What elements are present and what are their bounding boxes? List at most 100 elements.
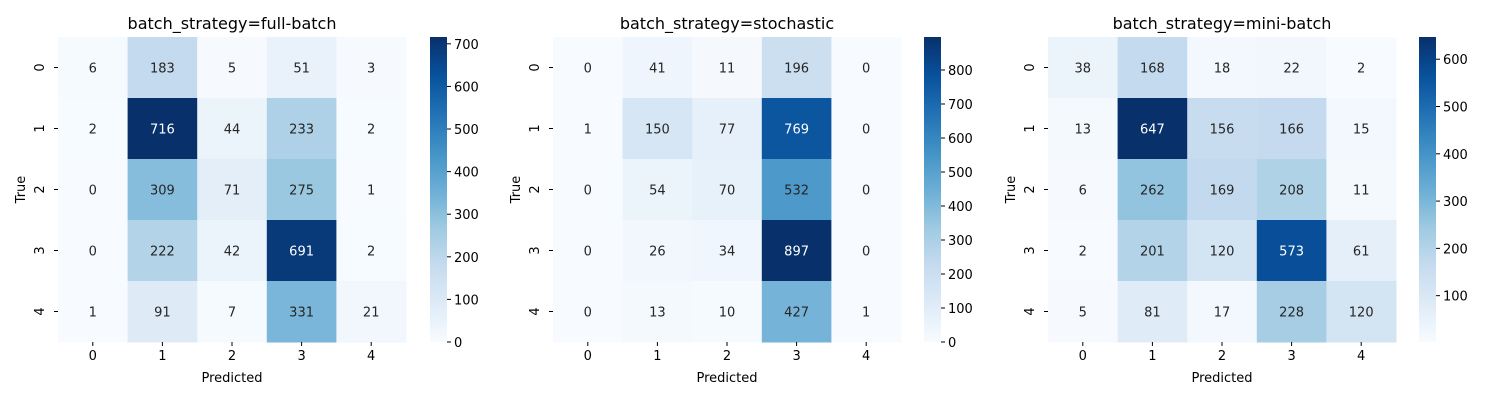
heatmap-panel-0: 6 183 5 51 32 716 44 233 20 309 71 275 10 222 42 691 21 9… — [14, 14, 479, 386]
colorbar-tick-label: 300 — [454, 208, 479, 223]
x-tick-label: 1 — [158, 349, 166, 364]
x-tick-label: 0 — [89, 349, 97, 364]
heatmap-cell — [553, 98, 624, 160]
heatmap-cell — [58, 159, 129, 221]
colorbar-tick-label: 200 — [454, 251, 479, 266]
heatmap-cell — [1048, 98, 1119, 160]
heatmap-cell — [553, 220, 624, 282]
cell-value-label: 15 — [1353, 123, 1370, 138]
y-tick-label: 0 — [1023, 63, 1038, 71]
cell-value-label: 120 — [1210, 245, 1235, 260]
cell-value-label: 0 — [89, 184, 97, 199]
cell-value-label: 331 — [289, 306, 314, 321]
cell-value-label: 275 — [289, 184, 314, 199]
heatmap-cell — [622, 37, 693, 99]
cell-value-label: 156 — [1210, 123, 1235, 138]
y-tick-label: 3 — [1023, 246, 1038, 254]
colorbar-tick-label: 500 — [1443, 101, 1468, 116]
colorbar-tick-label: 500 — [948, 166, 973, 181]
cell-value-label: 0 — [584, 306, 592, 321]
cell-value-label: 0 — [862, 62, 870, 77]
heatmap-cell — [1117, 37, 1188, 99]
heatmap-cell — [622, 281, 693, 343]
heatmap-cell — [58, 220, 129, 282]
heatmap-cell — [692, 37, 763, 99]
heatmap-cell — [553, 37, 624, 99]
colorbar-tick-label: 0 — [948, 336, 956, 351]
y-tick-label: 2 — [33, 185, 48, 193]
colorbar-tick-label: 200 — [948, 268, 973, 283]
y-tick-label: 1 — [33, 124, 48, 132]
cell-value-label: 120 — [1349, 306, 1374, 321]
colorbar-tick-label: 0 — [454, 336, 462, 351]
heatmap-cell — [1326, 98, 1397, 160]
heatmap-cell — [127, 98, 198, 160]
heatmap-cell — [266, 37, 337, 99]
cell-value-label: 42 — [224, 245, 241, 260]
heatmap-cell — [831, 37, 902, 99]
heatmap-cell — [1256, 159, 1327, 221]
heatmap-cell — [831, 98, 902, 160]
cell-value-label: 647 — [1140, 123, 1165, 138]
colorbar-tick-label: 600 — [948, 132, 973, 147]
heatmap-cell — [1048, 220, 1119, 282]
cell-value-label: 6 — [89, 62, 97, 77]
x-tick-label: 2 — [228, 349, 236, 364]
heatmap-cell — [336, 159, 407, 221]
x-tick-label: 1 — [653, 349, 661, 364]
cell-value-label: 77 — [719, 123, 736, 138]
cell-value-label: 2 — [1079, 245, 1087, 260]
heatmap-cell — [761, 98, 832, 160]
heatmap-cell — [1256, 220, 1327, 282]
colorbar-tick-label: 100 — [1443, 290, 1468, 305]
x-tick-label: 4 — [1357, 349, 1365, 364]
heatmap-cell — [622, 98, 693, 160]
heatmap-cell — [1048, 281, 1119, 343]
cell-value-label: 11 — [719, 62, 736, 77]
heatmap-cell — [58, 37, 129, 99]
cell-value-label: 168 — [1140, 62, 1165, 77]
cell-value-label: 262 — [1140, 184, 1165, 199]
colorbar-tick-label: 700 — [948, 98, 973, 113]
heatmap-cell — [1256, 37, 1327, 99]
cell-value-label: 2 — [1357, 62, 1365, 77]
cell-value-label: 1 — [584, 123, 592, 138]
heatmap-cell — [622, 159, 693, 221]
cell-value-label: 228 — [1279, 306, 1304, 321]
cell-value-label: 21 — [363, 306, 380, 321]
heatmap-cell — [1187, 159, 1258, 221]
cell-value-label: 0 — [584, 245, 592, 260]
heatmap-panel-2: 38 168 18 22 213 647 156 166 156 262 169 208 112 201 1… — [1004, 14, 1468, 386]
heatmap-cell — [197, 220, 268, 282]
colorbar-tick-label: 400 — [948, 200, 973, 215]
heatmap-cell — [197, 37, 268, 99]
x-tick-label: 4 — [862, 349, 870, 364]
cell-value-label: 0 — [862, 184, 870, 199]
heatmap-cell — [692, 159, 763, 221]
colorbar-tick-label: 200 — [1443, 242, 1468, 257]
heatmap-cell — [1256, 281, 1327, 343]
heatmap-cell — [1326, 159, 1397, 221]
cell-value-label: 34 — [719, 245, 736, 260]
heatmap-cell — [58, 98, 129, 160]
heatmap-cell — [553, 159, 624, 221]
heatmap-cell — [1117, 159, 1188, 221]
heatmap-cell — [1117, 281, 1188, 343]
cell-value-label: 41 — [649, 62, 666, 77]
heatmap-cell — [266, 98, 337, 160]
heatmap-cell — [1048, 37, 1119, 99]
heatmap-cell — [1117, 98, 1188, 160]
colorbar-tick-label: 300 — [1443, 195, 1468, 210]
colorbar-tick-label: 800 — [948, 64, 973, 79]
x-tick-label: 0 — [1079, 349, 1087, 364]
cell-value-label: 7 — [228, 306, 236, 321]
cell-value-label: 3 — [367, 62, 375, 77]
heatmap-cell — [761, 37, 832, 99]
y-tick-label: 4 — [1023, 307, 1038, 315]
colorbar-tick-label: 100 — [454, 293, 479, 308]
cell-value-label: 0 — [862, 245, 870, 260]
y-axis-label: True — [1004, 176, 1019, 205]
x-tick-label: 4 — [367, 349, 375, 364]
heatmap-cell — [266, 220, 337, 282]
heatmap-cell — [692, 281, 763, 343]
